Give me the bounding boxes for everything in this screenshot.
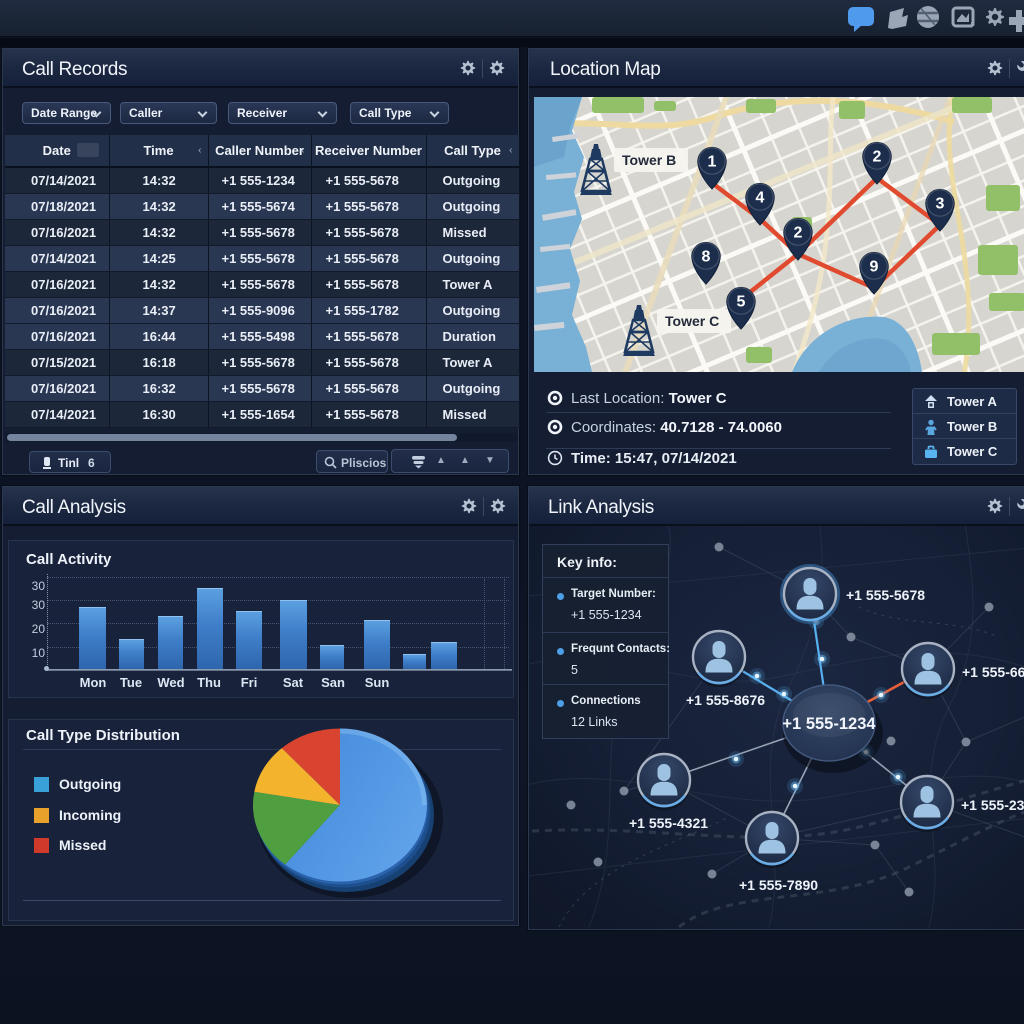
svg-text:Tower C: Tower C (665, 313, 719, 329)
svg-text:2: 2 (873, 149, 882, 166)
svg-text:5: 5 (737, 294, 746, 311)
svg-text:+1 555-1234: +1 555-1234 (782, 715, 876, 733)
svg-text:9: 9 (870, 259, 879, 276)
svg-text:8: 8 (702, 249, 711, 266)
svg-text:4: 4 (756, 190, 765, 207)
svg-text:3: 3 (936, 196, 945, 213)
svg-text:Tower B: Tower B (622, 152, 676, 168)
svg-text:1: 1 (708, 154, 717, 171)
svg-text:2: 2 (794, 225, 803, 242)
